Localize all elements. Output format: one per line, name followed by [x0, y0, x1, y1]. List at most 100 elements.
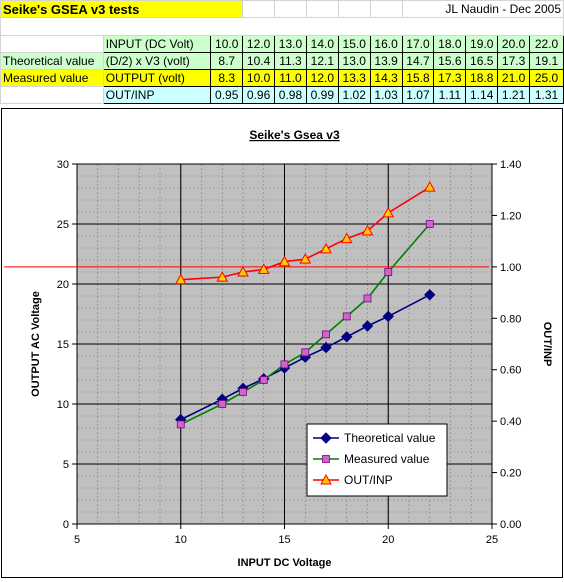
data-point — [341, 331, 353, 343]
value-cell[interactable]: 17.3 — [433, 69, 467, 87]
value-cell[interactable]: 12.0 — [305, 69, 339, 87]
value-cell[interactable]: 8.7 — [210, 52, 244, 70]
data-point — [218, 400, 227, 408]
value-cell[interactable]: 25.0 — [529, 69, 564, 87]
row-name[interactable]: OUTPUT (volt) — [102, 69, 212, 87]
data-point — [257, 263, 270, 274]
value-cell[interactable]: 0.95 — [210, 86, 244, 104]
y2-tick-label: 0.80 — [500, 313, 521, 325]
legend-marker — [320, 432, 332, 444]
y2-tick-label: 0.40 — [500, 416, 521, 428]
value-cell[interactable]: 1.11 — [433, 86, 467, 104]
value-cell[interactable]: 14.0 — [305, 35, 339, 53]
row-name[interactable]: (D/2) x V3 (volt) — [102, 52, 212, 70]
row-name[interactable]: OUT/INP — [102, 86, 212, 104]
value-cell[interactable]: 15.6 — [433, 52, 467, 70]
x-tick-label: 15 — [278, 534, 290, 546]
data-point — [425, 220, 434, 228]
value-cell[interactable]: 10.0 — [210, 35, 244, 53]
value-cell[interactable]: 1.07 — [401, 86, 435, 104]
data-point — [382, 310, 394, 323]
row-label[interactable] — [0, 86, 104, 104]
value-cell[interactable]: 19.1 — [529, 52, 564, 70]
value-cell[interactable]: 1.14 — [465, 86, 499, 104]
value-cell[interactable]: 18.8 — [465, 69, 499, 87]
y-tick-label: 10 — [57, 399, 69, 411]
value-cell[interactable]: 11.0 — [274, 69, 307, 87]
legend-label: Theoretical value — [344, 431, 436, 445]
value-cell[interactable]: 16.0 — [369, 35, 403, 53]
data-point — [174, 273, 187, 285]
data-point — [299, 253, 312, 264]
value-cell[interactable]: 0.98 — [274, 86, 307, 104]
value-cell[interactable]: 14.7 — [401, 52, 435, 70]
data-table: Seike's GSEA v3 tests JL Naudin - Dec 20… — [0, 0, 564, 104]
cell[interactable] — [0, 17, 564, 36]
x-tick-label: 25 — [486, 534, 498, 546]
x-tick-label: 20 — [382, 534, 394, 546]
value-cell[interactable]: 17.0 — [401, 35, 435, 53]
legend-label: Measured value — [344, 452, 430, 466]
data-point — [382, 206, 395, 218]
value-cell[interactable]: 22.0 — [529, 35, 564, 53]
value-cell[interactable]: 19.0 — [465, 35, 499, 53]
ratio-row: OUT/INP 0.95 0.96 0.98 0.99 1.02 1.03 1.07 1.11 1… — [0, 86, 564, 104]
data-point — [239, 388, 247, 396]
value-cell[interactable]: 11.3 — [274, 52, 307, 70]
cell[interactable] — [337, 0, 371, 18]
y-tick-label: 30 — [57, 159, 69, 171]
data-point — [237, 265, 249, 277]
cell[interactable] — [305, 0, 339, 18]
value-cell[interactable]: 13.0 — [337, 52, 371, 70]
value-cell[interactable]: 1.03 — [369, 86, 403, 104]
value-cell[interactable]: 0.96 — [242, 86, 276, 104]
x-axis-label: INPUT DC Voltage — [238, 557, 332, 569]
value-cell[interactable]: 16.5 — [465, 52, 499, 70]
y-axis-label: OUTPUT AC Voltage — [30, 291, 42, 397]
value-cell[interactable]: 0.99 — [305, 86, 339, 104]
value-cell[interactable]: 1.02 — [337, 86, 371, 104]
y2-axis-label: OUT/INP — [541, 322, 553, 367]
y-tick-label: 5 — [63, 459, 69, 471]
value-cell[interactable]: 1.21 — [497, 86, 531, 104]
value-cell[interactable]: 10.0 — [242, 69, 276, 87]
value-cell[interactable]: 21.0 — [497, 69, 531, 87]
author-credit[interactable]: JL Naudin - Dec 2005 — [401, 0, 564, 18]
value-cell[interactable]: 17.3 — [497, 52, 531, 70]
value-cell[interactable]: 8.3 — [210, 69, 244, 87]
data-point — [320, 341, 332, 354]
data-point — [340, 232, 353, 244]
value-cell[interactable]: 15.8 — [401, 69, 435, 87]
cell[interactable] — [242, 0, 276, 18]
value-cell[interactable]: 13.9 — [369, 52, 403, 70]
value-cell[interactable]: 20.0 — [497, 35, 531, 53]
value-cell[interactable]: 18.0 — [433, 35, 467, 53]
y2-tick-label: 1.00 — [500, 262, 521, 274]
row-label[interactable]: Theoretical value — [0, 52, 104, 70]
sheet-title[interactable]: Seike's GSEA v3 tests — [0, 0, 244, 18]
row-label[interactable]: Measured value — [0, 69, 104, 87]
y-tick-label: 0 — [63, 519, 69, 531]
value-cell[interactable]: 15.0 — [337, 35, 371, 53]
y2-tick-label: 1.40 — [500, 159, 521, 171]
data-point — [216, 271, 229, 282]
data-point — [384, 268, 393, 276]
row-label[interactable] — [0, 35, 104, 53]
row-name[interactable]: INPUT (DC Volt) — [102, 35, 212, 53]
data-point — [322, 330, 330, 339]
value-cell[interactable]: 1.31 — [529, 86, 564, 104]
value-cell[interactable]: 13.0 — [274, 35, 307, 53]
title-row: Seike's GSEA v3 tests JL Naudin - Dec 20… — [0, 0, 564, 18]
cell[interactable] — [274, 0, 307, 18]
data-point — [342, 312, 351, 321]
value-cell[interactable]: 10.4 — [242, 52, 276, 70]
theoretical-row: Theoretical value (D/2) x V3 (volt) 8.7 10.… — [0, 52, 564, 70]
chart-area[interactable]: Seike's Gsea v3 5 10 15 20 25 0 5 10 15 20 25 30 0.00… — [1, 108, 563, 578]
data-point — [361, 224, 374, 236]
x-tick-label: 10 — [175, 534, 187, 546]
value-cell[interactable]: 12.0 — [242, 35, 276, 53]
value-cell[interactable]: 14.3 — [369, 69, 403, 87]
value-cell[interactable]: 13.3 — [337, 69, 371, 87]
value-cell[interactable]: 12.1 — [305, 52, 339, 70]
cell[interactable] — [369, 0, 403, 18]
